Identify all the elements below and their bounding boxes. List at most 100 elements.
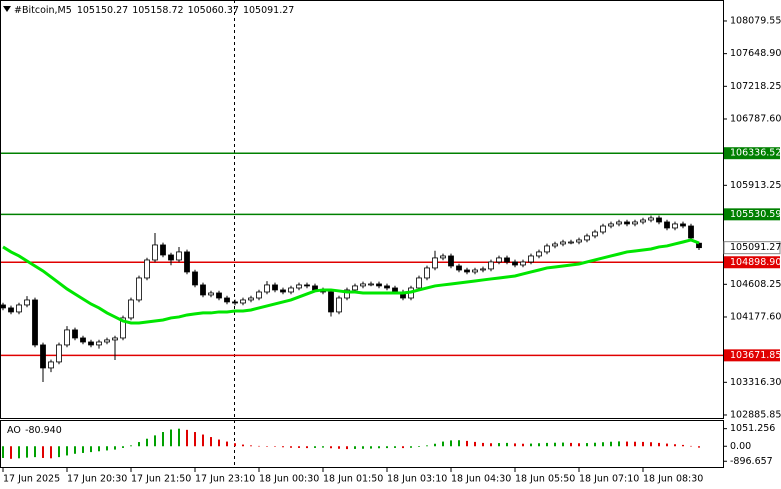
- ao-bar: [618, 441, 620, 447]
- candle-body: [544, 245, 550, 253]
- ao-bar: [386, 446, 388, 449]
- ao-name: AO: [7, 425, 21, 436]
- candle-body: [384, 285, 390, 289]
- ao-bar: [658, 442, 660, 447]
- ao-bar: [330, 446, 332, 449]
- candle-body: [296, 284, 302, 289]
- ao-bar: [18, 446, 20, 459]
- ao-bar: [442, 441, 444, 447]
- candle-body: [280, 289, 286, 293]
- y-tick-label: 104177.60: [730, 311, 781, 322]
- candle-body: [0, 304, 6, 309]
- candle-body: [88, 341, 94, 346]
- ao-bar: [234, 443, 236, 447]
- candle-body: [144, 259, 150, 279]
- ao-bar: [434, 443, 436, 447]
- ao-bar: [210, 437, 212, 447]
- candle-body: [96, 341, 102, 346]
- ao-bar: [306, 446, 308, 449]
- candle-body: [672, 223, 678, 229]
- candle-body: [64, 329, 70, 346]
- ao-bar: [690, 445, 692, 447]
- candle-body: [680, 223, 686, 227]
- candle-body: [416, 277, 422, 289]
- high-value: 105158.72: [132, 5, 183, 16]
- ao-bar: [282, 446, 284, 448]
- ao-bar: [634, 441, 636, 447]
- ao-bar: [466, 440, 468, 447]
- candle-body: [128, 299, 134, 319]
- candle-body: [216, 292, 222, 299]
- ao-bar: [298, 446, 300, 448]
- candle-body: [624, 221, 630, 225]
- candle-body: [448, 255, 454, 267]
- candle-body: [584, 235, 590, 241]
- ao-bar: [538, 443, 540, 447]
- candle-body: [520, 261, 526, 266]
- main-frame: [0, 0, 724, 419]
- candle-body: [136, 277, 142, 301]
- candle-body: [640, 219, 646, 223]
- ao-bar: [506, 442, 508, 447]
- ao-bar: [498, 443, 500, 447]
- ao-bar: [218, 439, 220, 447]
- ao-bar: [74, 446, 76, 454]
- candle-body: [552, 243, 558, 247]
- level-label: 106336.52: [730, 148, 781, 159]
- ao-bar: [682, 444, 684, 447]
- ao-bar: [610, 441, 612, 447]
- candle-body: [608, 223, 614, 227]
- candle-body: [200, 284, 206, 296]
- y-tick-label: 106787.60: [730, 113, 781, 124]
- x-tick-label: 18 Jun 07:10: [579, 474, 639, 485]
- x-tick-label: 17 Jun 21:50: [131, 474, 191, 485]
- ao-header: AO -80.940: [7, 425, 62, 436]
- ao-bar: [594, 442, 596, 447]
- ao-bar: [514, 443, 516, 447]
- close-value: 105091.27: [243, 5, 294, 16]
- low-value: 105060.37: [188, 5, 239, 16]
- level-label: 104898.90: [730, 257, 781, 268]
- ao-bar: [522, 443, 524, 447]
- candle-body: [360, 283, 366, 287]
- candle-body: [8, 307, 14, 313]
- ao-bar: [626, 441, 628, 447]
- candle-body: [80, 337, 86, 343]
- ao-bar: [226, 441, 228, 447]
- ao-bar: [266, 446, 268, 447]
- candle-body: [496, 257, 502, 263]
- ao-bar: [90, 446, 92, 453]
- candle-body: [632, 221, 638, 225]
- candle-body: [424, 267, 430, 279]
- ao-bar: [34, 446, 36, 458]
- candle-body: [104, 339, 110, 343]
- ao-bar: [202, 434, 204, 447]
- candle-body: [648, 217, 654, 221]
- ao-bar: [650, 442, 652, 447]
- ao-bar: [98, 446, 100, 452]
- y-tick-label: 0.00: [730, 441, 751, 452]
- ao-bar: [58, 446, 60, 458]
- candle-body: [272, 284, 278, 291]
- ao-bar: [546, 442, 548, 447]
- candle-body: [488, 261, 494, 270]
- candle-body: [184, 251, 190, 273]
- x-tick-label: 17 Jun 2025: [3, 474, 60, 485]
- ao-bar: [82, 446, 84, 453]
- candle-body: [48, 361, 54, 369]
- ao-bar: [346, 446, 348, 450]
- ao-bar: [26, 446, 28, 458]
- ao-bar: [586, 443, 588, 447]
- candle-body: [536, 251, 542, 257]
- candle-body: [304, 284, 310, 287]
- y-tick-label: -896.657: [730, 456, 773, 467]
- ao-bar: [426, 445, 428, 447]
- ao-bar: [290, 446, 292, 448]
- ao-bar: [450, 440, 452, 447]
- ao-bar: [130, 445, 132, 447]
- level-label-box: [724, 147, 780, 160]
- last-price-label: 105091.27: [730, 242, 781, 253]
- ao-bar: [402, 446, 404, 449]
- symbol: #Bitcoin,M5: [14, 5, 72, 16]
